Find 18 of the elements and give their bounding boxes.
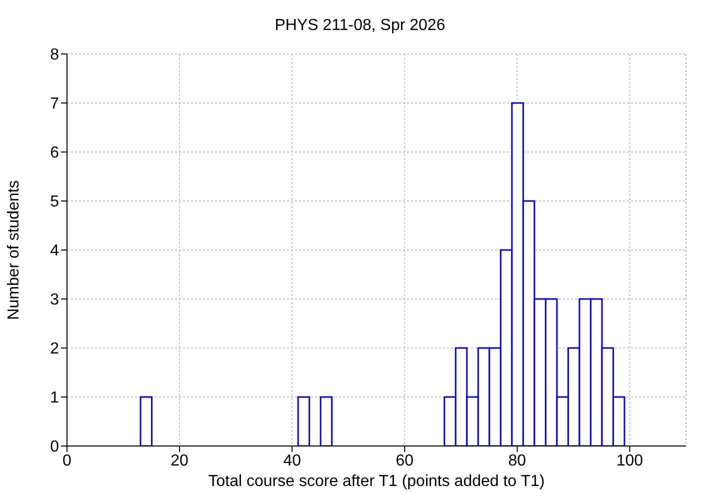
chart-title: PHYS 211-08, Spr 2026 bbox=[274, 17, 446, 35]
y-tick-label: 0 bbox=[50, 438, 60, 456]
x-tick-label: 60 bbox=[396, 452, 414, 470]
x-tick-label: 80 bbox=[508, 452, 526, 470]
x-tick-label: 40 bbox=[283, 452, 302, 470]
y-axis-title: Number of students bbox=[6, 180, 23, 320]
y-tick-label: 7 bbox=[50, 96, 60, 113]
y-tick-label: 3 bbox=[50, 292, 60, 309]
y-tick-label: 8 bbox=[50, 46, 60, 64]
x-axis-title: Total course score after T1 (points added to T1) bbox=[208, 473, 545, 490]
y-tick-label: 2 bbox=[50, 340, 60, 358]
x-tick-label: 0 bbox=[62, 452, 72, 470]
x-tick-label: 20 bbox=[170, 452, 189, 470]
x-tick-label: 100 bbox=[616, 452, 644, 470]
y-tick-label: 5 bbox=[50, 194, 60, 211]
y-tick-label: 4 bbox=[50, 242, 60, 260]
y-tick-label: 6 bbox=[50, 144, 60, 162]
y-tick-label: 1 bbox=[50, 390, 60, 407]
